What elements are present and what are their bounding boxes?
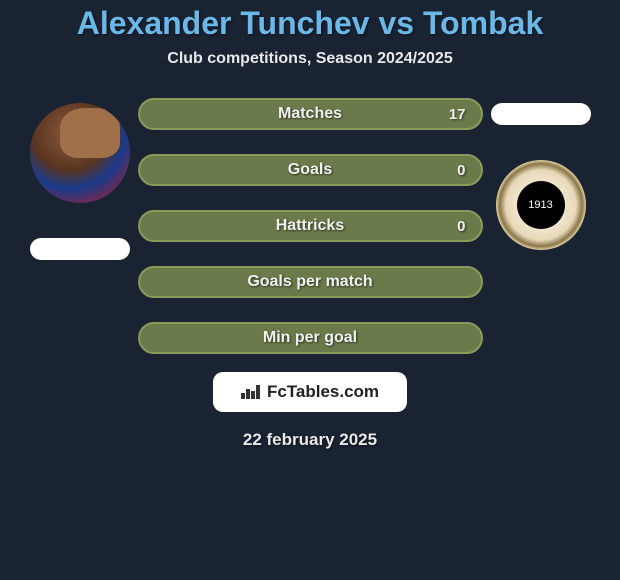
page-title: Alexander Tunchev vs Tombak bbox=[0, 5, 620, 42]
player-right-column: 1913 bbox=[491, 103, 591, 250]
brand-badge: FcTables.com bbox=[213, 372, 407, 412]
stat-label: Min per goal bbox=[263, 329, 357, 347]
date-text: 22 february 2025 bbox=[243, 430, 377, 450]
brand-text: FcTables.com bbox=[267, 382, 379, 402]
stat-value-right: 0 bbox=[457, 218, 465, 235]
player-left-flag bbox=[30, 238, 130, 260]
stat-row-goals-per-match: Goals per match bbox=[138, 266, 483, 298]
stat-label: Matches bbox=[278, 105, 342, 123]
page-subtitle: Club competitions, Season 2024/2025 bbox=[0, 50, 620, 68]
stat-row-hattricks: Hattricks 0 bbox=[138, 210, 483, 242]
footer: FcTables.com 22 february 2025 bbox=[0, 372, 620, 450]
club-badge-text: 1913 bbox=[517, 181, 565, 229]
stat-label: Goals per match bbox=[247, 273, 372, 291]
player-right-flag bbox=[491, 103, 591, 125]
avatar-face-shape bbox=[60, 108, 120, 158]
stat-value-right: 0 bbox=[457, 162, 465, 179]
stat-label: Goals bbox=[288, 161, 332, 179]
stat-row-min-per-goal: Min per goal bbox=[138, 322, 483, 354]
stat-row-goals: Goals 0 bbox=[138, 154, 483, 186]
stat-label: Hattricks bbox=[276, 217, 344, 235]
chart-icon bbox=[241, 385, 260, 399]
chart-bar bbox=[246, 389, 250, 399]
chart-bar bbox=[256, 385, 260, 399]
comparison-area: Matches 17 Goals 0 Hattricks 0 Goals per… bbox=[0, 98, 620, 354]
player-left-avatar bbox=[30, 103, 130, 203]
chart-bar bbox=[241, 393, 245, 399]
stats-column: Matches 17 Goals 0 Hattricks 0 Goals per… bbox=[138, 98, 483, 354]
player-left-column bbox=[30, 103, 130, 260]
player-right-club-logo: 1913 bbox=[496, 160, 586, 250]
chart-bar bbox=[251, 391, 255, 399]
stat-value-right: 17 bbox=[449, 106, 466, 123]
stat-row-matches: Matches 17 bbox=[138, 98, 483, 130]
